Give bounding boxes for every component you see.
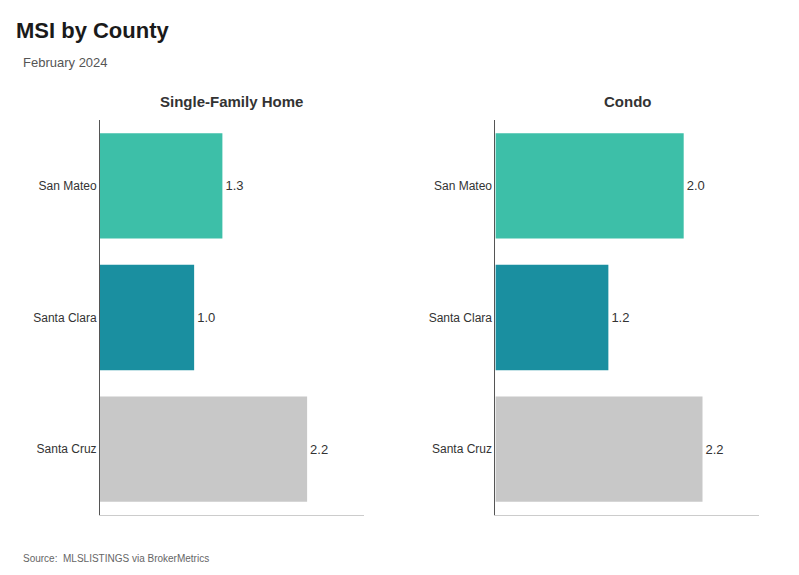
svg-text:Condo: Condo [604,93,651,110]
svg-text:Santa Clara: Santa Clara [33,311,97,325]
svg-text:Santa Cruz: Santa Cruz [432,442,492,456]
svg-text:2.0: 2.0 [687,178,705,193]
svg-text:San Mateo: San Mateo [39,179,97,193]
svg-text:2.2: 2.2 [310,442,328,457]
svg-text:1.0: 1.0 [197,310,215,325]
svg-text:1.3: 1.3 [225,178,243,193]
svg-text:Single-Family Home: Single-Family Home [160,93,303,110]
svg-text:Santa Cruz: Santa Cruz [37,442,97,456]
svg-text:Santa Clara: Santa Clara [429,311,493,325]
svg-text:February 2024: February 2024 [23,55,108,70]
svg-text:San Mateo: San Mateo [434,179,492,193]
svg-text:Source: MLSLISTINGS via Broke: Source: MLSLISTINGS via BrokerMetrics [23,553,209,564]
svg-text:MSI by County: MSI by County [16,18,170,43]
svg-text:1.2: 1.2 [611,310,629,325]
svg-text:2.2: 2.2 [706,442,724,457]
